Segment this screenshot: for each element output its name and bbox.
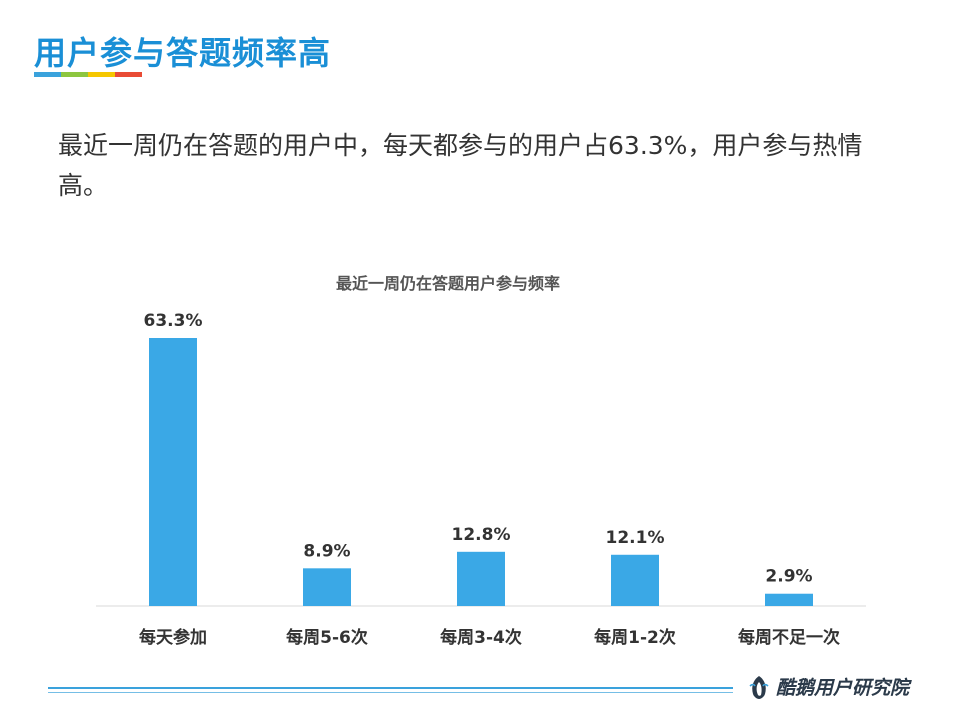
bar-value-label: 2.9% (765, 567, 812, 587)
underline-segment-green (61, 72, 88, 77)
underline-segment-red (115, 72, 142, 77)
bar-group: 63.3% 每天参加 8.9% 每周5-6次 12.8% 每周3-4次 12.1% 每周1-2… (139, 311, 840, 648)
title-underline (34, 72, 142, 77)
bar-0 (149, 338, 197, 606)
brand: 酷鹅用户研究院 (748, 673, 909, 700)
underline-segment-blue (34, 72, 61, 77)
category-label: 每周1-2次 (594, 627, 676, 648)
category-label: 每天参加 (139, 627, 207, 648)
bar-value-label: 12.1% (606, 528, 665, 548)
bar-3 (611, 554, 659, 606)
footer-line-thin (48, 692, 733, 693)
category-label: 每周不足一次 (738, 627, 840, 648)
bar-4 (765, 593, 813, 606)
summary-text: 最近一周仍在答题的用户中，每天都参与的用户占63.3%，用户参与热情高。 (58, 131, 863, 200)
bar-2 (457, 551, 505, 606)
bar-1 (303, 568, 351, 606)
underline-segment-yellow (88, 72, 115, 77)
slide-title: 用户参与答题频率高 (34, 34, 332, 72)
bar-value-label: 63.3% (144, 311, 203, 331)
penguin-logo-icon (749, 675, 769, 699)
chart-title: 最近一周仍在答题用户参与频率 (336, 274, 560, 293)
brand-name: 酷鹅用户研究院 (776, 677, 910, 699)
footer-line (48, 687, 733, 689)
bar-value-label: 12.8% (452, 525, 511, 545)
category-label: 每周5-6次 (286, 627, 368, 648)
bar-value-label: 8.9% (303, 541, 350, 561)
category-label: 每周3-4次 (440, 627, 522, 648)
